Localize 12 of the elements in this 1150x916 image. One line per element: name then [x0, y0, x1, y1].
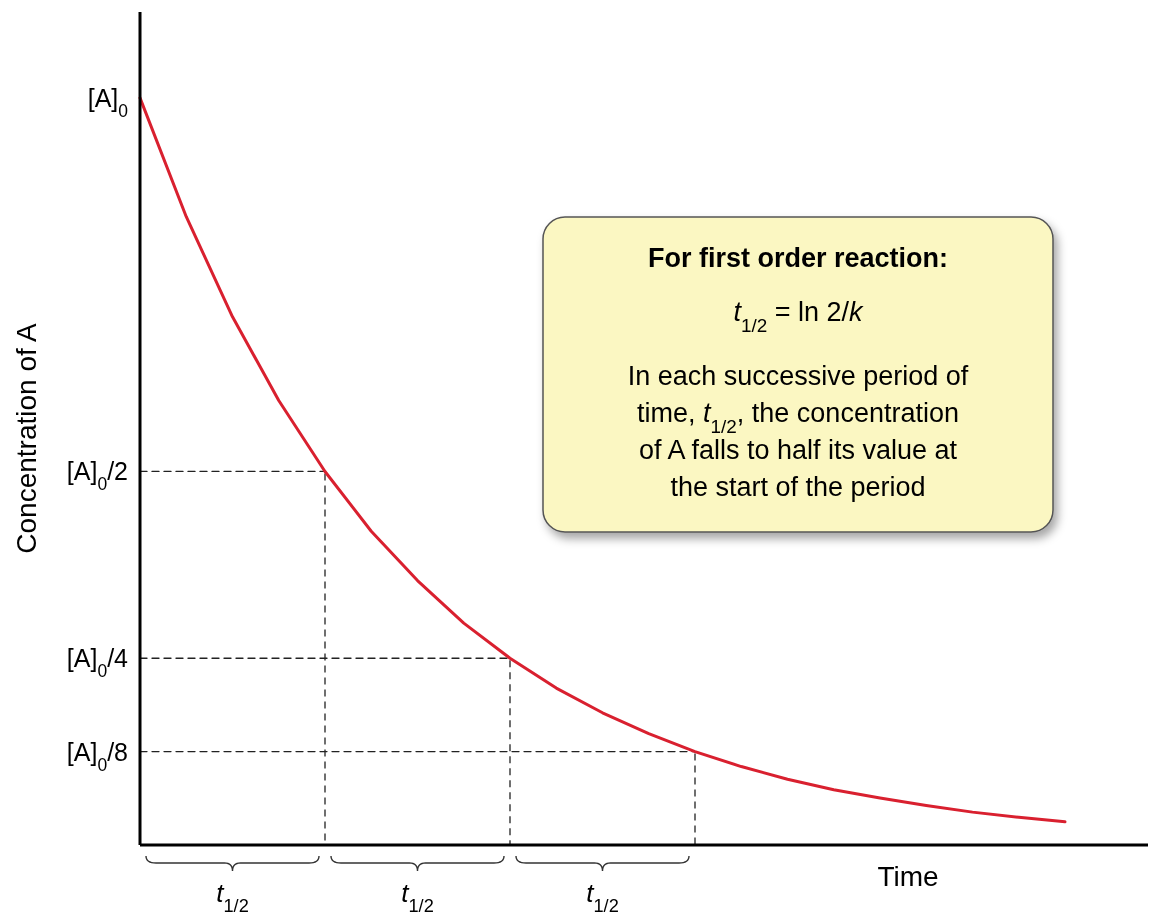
- text: t$_{1/2}$: [586, 878, 619, 916]
- annotation: [A]$_{0}$/8: [66, 737, 128, 775]
- annotation: [A]$_{0}$/2: [66, 457, 128, 495]
- annotation: t$_{1/2}$ = ln 2/k: [733, 297, 865, 336]
- annotation: For first order reaction:: [647, 243, 949, 273]
- text: t$_{1/2}$: [401, 878, 434, 916]
- annotation: [A]$_{0}$: [87, 83, 129, 121]
- text: t$_{1/2}$: [216, 878, 249, 916]
- annotation: [A]$_{0}$/4: [66, 644, 129, 682]
- y-axis-title: Concentration of A: [11, 322, 42, 554]
- annotation: In each successive period of time, t$_{1/2}$, the concentration of A falls to half its value at the start of the period: [627, 361, 969, 502]
- x-axis-title: Time: [877, 861, 939, 892]
